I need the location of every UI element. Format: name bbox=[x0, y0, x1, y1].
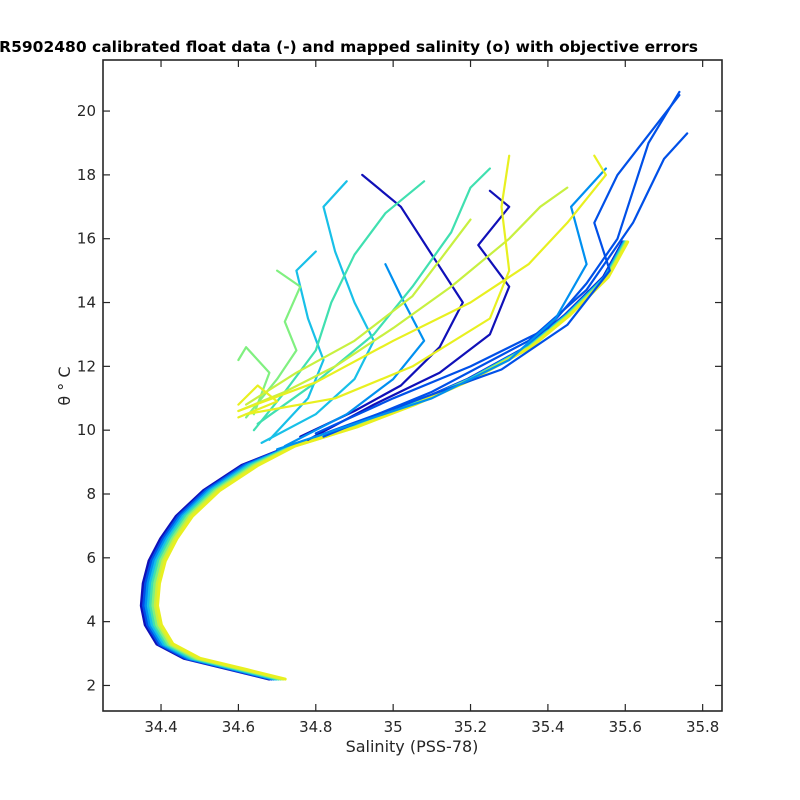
y-tick-label: 8 bbox=[86, 485, 96, 503]
profile-line bbox=[276, 167, 607, 451]
x-tick-label: 35.8 bbox=[686, 718, 719, 736]
profile-line bbox=[237, 186, 569, 413]
profile-line bbox=[299, 173, 464, 438]
profile-line bbox=[306, 189, 511, 441]
deep-profile-line bbox=[144, 240, 626, 681]
plot-frame bbox=[102, 59, 723, 712]
data-layer bbox=[139, 90, 689, 681]
deep-profile-line bbox=[146, 240, 627, 681]
profile-line bbox=[268, 250, 325, 441]
y-tick-label: 2 bbox=[86, 676, 96, 694]
profile-line bbox=[237, 154, 607, 413]
profile-line bbox=[283, 263, 426, 448]
deep-profile-line bbox=[142, 240, 625, 681]
y-axis: 2 4 6 8 10 12 14 16 18 20 bbox=[77, 102, 722, 694]
profile-line bbox=[245, 154, 511, 416]
x-tick-label: 35.2 bbox=[454, 718, 487, 736]
y-tick-label: 12 bbox=[77, 357, 96, 375]
y-tick-label: 20 bbox=[77, 102, 96, 120]
y-tick-label: 10 bbox=[77, 421, 96, 439]
y-tick-label: 4 bbox=[86, 613, 96, 631]
x-tick-label: 35.6 bbox=[609, 718, 642, 736]
deep-profile-line bbox=[149, 240, 628, 681]
x-tick-label: 34.8 bbox=[299, 718, 332, 736]
deep-profile-line bbox=[139, 240, 625, 681]
chart-title: OR5902480 calibrated float data (-) and … bbox=[0, 38, 698, 56]
profile-line bbox=[322, 132, 689, 438]
deep-profile-line bbox=[156, 240, 630, 681]
y-tick-label: 16 bbox=[77, 230, 96, 248]
deep-profile-line bbox=[151, 240, 628, 681]
profile-line bbox=[245, 269, 302, 419]
y-axis-label: θ ° C bbox=[55, 366, 74, 405]
x-axis-label: Salinity (PSS-78) bbox=[346, 737, 479, 756]
y-tick-label: 14 bbox=[77, 294, 96, 312]
x-tick-label: 34.4 bbox=[144, 718, 177, 736]
profile-line bbox=[314, 94, 681, 438]
deep-profile-line bbox=[153, 240, 629, 681]
x-tick-label: 34.6 bbox=[222, 718, 255, 736]
y-tick-label: 18 bbox=[77, 166, 96, 184]
profile-line bbox=[314, 90, 681, 435]
profile-line bbox=[237, 384, 279, 419]
x-axis: 34.4 34.6 34.8 35 35.2 35.4 35.6 35.8 bbox=[144, 60, 719, 736]
x-tick-label: 35 bbox=[384, 718, 403, 736]
profile-line bbox=[260, 180, 375, 444]
y-tick-label: 6 bbox=[86, 549, 96, 567]
profile-line bbox=[245, 218, 472, 406]
x-tick-label: 35.4 bbox=[531, 718, 564, 736]
